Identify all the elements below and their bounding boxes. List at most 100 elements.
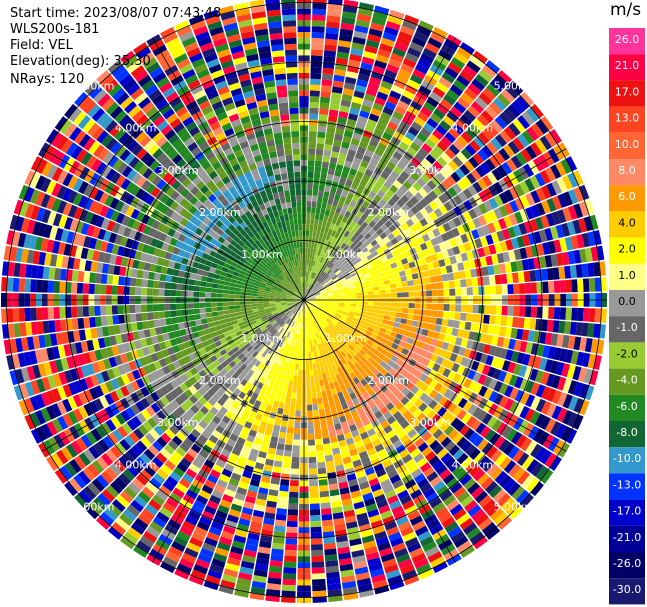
- velocity-gate: [396, 160, 407, 171]
- velocity-gate: [414, 347, 423, 355]
- velocity-gate: [526, 126, 539, 141]
- velocity-gate: [375, 203, 384, 212]
- velocity-gate: [400, 275, 408, 282]
- velocity-gate: [317, 262, 322, 269]
- velocity-gate: [425, 138, 437, 150]
- velocity-gate: [419, 309, 426, 316]
- velocity-gate: [370, 261, 378, 268]
- velocity-gate: [386, 269, 394, 275]
- velocity-gate: [315, 231, 321, 238]
- velocity-gate: [406, 337, 414, 345]
- velocity-gate: [388, 335, 396, 343]
- velocity-gate: [342, 324, 349, 330]
- velocity-gate: [440, 136, 452, 148]
- velocity-gate: [357, 275, 365, 281]
- velocity-gate: [511, 485, 526, 500]
- velocity-gate: [514, 376, 524, 389]
- velocity-gate: [390, 331, 398, 338]
- velocity-gate: [511, 100, 526, 115]
- velocity-gate: [494, 116, 508, 130]
- velocity-gate: [540, 116, 554, 132]
- velocity-gate: [331, 288, 338, 292]
- velocity-gate: [378, 285, 385, 290]
- velocity-gate: [374, 5, 390, 15]
- velocity-gate: [335, 128, 345, 136]
- velocity-gate: [516, 328, 524, 340]
- velocity-gate: [223, 313, 231, 319]
- velocity-gate: [296, 352, 300, 359]
- velocity-gate: [590, 338, 599, 354]
- velocity-gate: [390, 288, 397, 293]
- velocity-gate: [355, 19, 370, 28]
- velocity-gate: [306, 276, 309, 283]
- velocity-gate: [350, 235, 357, 243]
- velocity-gate: [350, 272, 357, 278]
- velocity-gate: [411, 36, 427, 48]
- velocity-gate: [338, 40, 352, 48]
- velocity-gate: [450, 171, 461, 183]
- velocity-gate: [211, 311, 219, 317]
- velocity-gate: [371, 278, 378, 284]
- velocity-gate: [216, 293, 223, 298]
- velocity-gate: [535, 202, 546, 216]
- velocity-gate: [319, 256, 324, 264]
- velocity-gate: [417, 162, 428, 173]
- velocity-gate: [309, 295, 315, 299]
- velocity-gate: [397, 374, 406, 383]
- velocity-gate: [556, 209, 567, 224]
- velocity-gate: [406, 414, 416, 424]
- velocity-gate: [297, 375, 302, 382]
- velocity-gate: [282, 578, 296, 586]
- velocity-gate: [506, 428, 518, 442]
- velocity-gate: [359, 205, 367, 214]
- velocity-gate: [308, 303, 314, 308]
- velocity-gate: [314, 273, 318, 280]
- velocity-gate: [323, 239, 329, 247]
- velocity-gate: [494, 346, 503, 358]
- velocity-gate: [321, 426, 329, 433]
- velocity-gate: [105, 305, 113, 316]
- velocity-gate: [340, 22, 355, 31]
- velocity-gate: [100, 305, 107, 316]
- velocity-gate: [152, 311, 160, 320]
- velocity-gate: [552, 267, 560, 280]
- velocity-gate: [275, 513, 287, 521]
- velocity-gate: [389, 283, 397, 289]
- velocity-gate: [483, 314, 490, 324]
- velocity-gate: [488, 244, 497, 255]
- velocity-gate: [277, 437, 286, 445]
- velocity-gate: [570, 350, 579, 365]
- velocity-gate: [324, 227, 330, 235]
- velocity-gate: [18, 278, 26, 292]
- velocity-gate: [463, 160, 475, 172]
- velocity-gate: [383, 364, 392, 372]
- velocity-gate: [287, 385, 293, 393]
- velocity-gate: [444, 456, 456, 468]
- velocity-gate: [475, 267, 484, 277]
- velocity-gate: [581, 322, 589, 337]
- velocity-gate: [525, 246, 534, 259]
- velocity-gate: [404, 250, 412, 258]
- velocity-gate: [372, 329, 380, 335]
- velocity-gate: [428, 399, 438, 410]
- velocity-gate: [389, 316, 396, 322]
- velocity-gate: [385, 189, 395, 198]
- velocity-gate: [89, 317, 96, 328]
- velocity-gate: [363, 353, 371, 360]
- velocity-gate: [316, 225, 322, 232]
- velocity-gate: [343, 130, 354, 138]
- velocity-gate: [12, 308, 20, 323]
- velocity-gate: [364, 224, 372, 233]
- velocity-gate: [514, 211, 524, 224]
- velocity-gate: [477, 132, 490, 145]
- velocity-gate: [324, 246, 329, 253]
- velocity-gate: [306, 212, 311, 219]
- velocity-gate: [54, 267, 62, 281]
- velocity-gate: [330, 264, 336, 271]
- velocity-gate: [321, 251, 327, 258]
- velocity-gate: [345, 124, 355, 133]
- velocity-gate: [489, 101, 503, 115]
- velocity-gate: [376, 189, 386, 199]
- velocity-gate: [379, 306, 386, 311]
- velocity-gate: [228, 309, 236, 314]
